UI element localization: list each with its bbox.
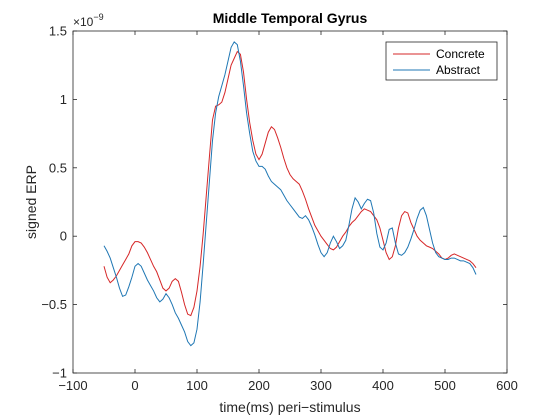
y-exponent-base: ×10: [73, 15, 94, 29]
x-tick-label: 100: [186, 378, 208, 393]
y-tick-label: 0.5: [49, 160, 67, 175]
x-tick-label: 300: [310, 378, 332, 393]
y-tick-label: −0.5: [41, 297, 67, 312]
y-tick-label: 1: [60, 92, 67, 107]
legend-label-abstract: Abstract: [436, 63, 481, 77]
x-tick-label: 200: [248, 378, 270, 393]
axes-box: [72, 30, 508, 374]
legend-label-concrete: Concrete: [436, 47, 485, 61]
y-axis: −1 −0.5 0 0.5 1 1.5: [41, 24, 507, 381]
x-axis: −100 0 100 200 300 400 500 600: [58, 31, 518, 393]
plot-area: [73, 31, 507, 373]
x-axis-label: time(ms) peri−stimulus: [219, 399, 360, 415]
y-exponent-label: ×10−9: [73, 12, 104, 29]
legend: Concrete Abstract: [385, 41, 498, 81]
y-axis-label: signed ERP: [23, 165, 39, 239]
y-tick-label: 1.5: [49, 24, 67, 39]
x-tick-label: 600: [496, 378, 518, 393]
series-line-abstract: [103, 41, 477, 347]
legend-box: [385, 41, 498, 81]
x-tick-label: 0: [131, 378, 138, 393]
x-tick-label: −100: [58, 378, 87, 393]
x-tick-label: 500: [434, 378, 456, 393]
series-layer: [103, 41, 477, 347]
y-tick-label: −1: [52, 366, 67, 381]
y-tick-label: 0: [60, 229, 67, 244]
y-exponent-power: −9: [93, 12, 103, 22]
chart-title: Middle Temporal Gyrus: [213, 10, 368, 26]
x-tick-label: 400: [372, 378, 394, 393]
